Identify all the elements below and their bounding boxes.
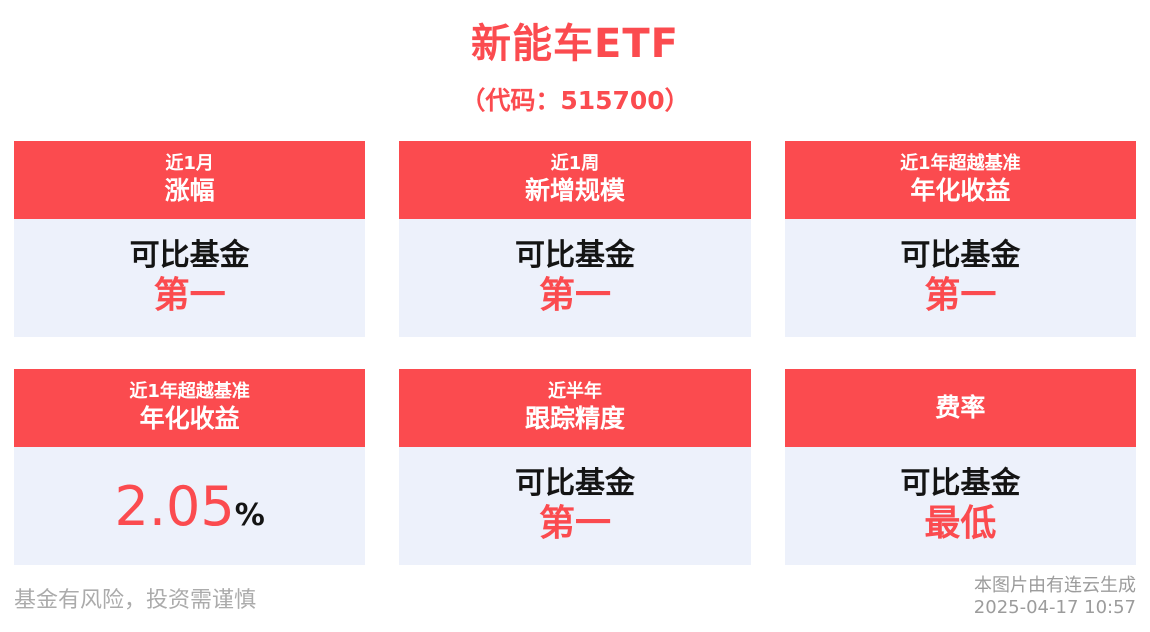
card-number-unit: % xyxy=(234,497,265,533)
stat-card-fee: 费率 可比基金 最低 xyxy=(784,369,1136,565)
page-subtitle: （代码：515700） xyxy=(460,86,690,115)
card-rank-value: 第一 xyxy=(538,503,611,545)
risk-disclaimer: 基金有风险，投资需谨慎 xyxy=(14,588,257,613)
card-header: 近1周 新增规模 xyxy=(399,141,751,219)
generator-credit: 本图片由有连云生成 2025-04-17 10:57 xyxy=(974,575,1136,619)
credit-text: 本图片由有连云生成 xyxy=(974,575,1136,597)
card-metric: 涨幅 xyxy=(164,176,215,206)
card-header: 近半年 跟踪精度 xyxy=(399,369,751,447)
stat-card-1w-inflow: 近1周 新增规模 可比基金 第一 xyxy=(399,141,751,337)
page-title: 新能车ETF xyxy=(471,21,679,67)
card-period: 近半年 xyxy=(547,381,602,403)
card-header: 费率 xyxy=(784,369,1136,447)
stats-grid: 近1月 涨幅 可比基金 第一 近1周 新增规模 可比基金 第一 近1年超越基准 … xyxy=(14,141,1136,565)
card-number: 2.05% xyxy=(115,475,265,538)
credit-timestamp: 2025-04-17 10:57 xyxy=(973,597,1136,619)
card-rank-value: 第一 xyxy=(924,275,997,317)
card-body-label: 可比基金 xyxy=(129,238,250,274)
card-metric: 年化收益 xyxy=(910,176,1011,206)
card-metric: 年化收益 xyxy=(139,404,240,434)
stat-card-1m-gain: 近1月 涨幅 可比基金 第一 xyxy=(14,141,366,337)
card-body: 可比基金 最低 xyxy=(784,447,1136,565)
card-header: 近1月 涨幅 xyxy=(14,141,366,219)
card-body: 可比基金 第一 xyxy=(399,447,751,565)
stat-card-1y-excess-return-rank: 近1年超越基准 年化收益 可比基金 第一 xyxy=(784,141,1136,337)
card-body: 2.05% xyxy=(14,447,366,565)
card-period: 近1年超越基准 xyxy=(900,153,1021,175)
stat-card-6m-tracking: 近半年 跟踪精度 可比基金 第一 xyxy=(399,369,751,565)
card-number-value: 2.05 xyxy=(114,474,235,538)
card-body-label: 可比基金 xyxy=(900,466,1021,502)
card-body: 可比基金 第一 xyxy=(399,219,751,337)
card-metric: 费率 xyxy=(935,392,986,422)
stat-card-1y-excess-return-value: 近1年超越基准 年化收益 2.05% xyxy=(14,369,366,565)
card-body: 可比基金 第一 xyxy=(784,219,1136,337)
card-metric: 新增规模 xyxy=(524,176,625,206)
card-body: 可比基金 第一 xyxy=(14,219,366,337)
card-body-label: 可比基金 xyxy=(514,238,635,274)
card-rank-value: 最低 xyxy=(924,503,997,545)
card-rank-value: 第一 xyxy=(538,275,611,317)
masthead: 新能车ETF （代码：515700） xyxy=(0,0,1150,117)
card-body-label: 可比基金 xyxy=(900,238,1021,274)
card-period: 近1月 xyxy=(165,153,214,175)
card-body-label: 可比基金 xyxy=(514,466,635,502)
card-period: 近1周 xyxy=(550,153,600,175)
card-period: 近1年超越基准 xyxy=(129,381,250,403)
card-header: 近1年超越基准 年化收益 xyxy=(14,369,366,447)
card-header: 近1年超越基准 年化收益 xyxy=(784,141,1136,219)
card-metric: 跟踪精度 xyxy=(524,404,625,434)
card-rank-value: 第一 xyxy=(153,275,226,317)
